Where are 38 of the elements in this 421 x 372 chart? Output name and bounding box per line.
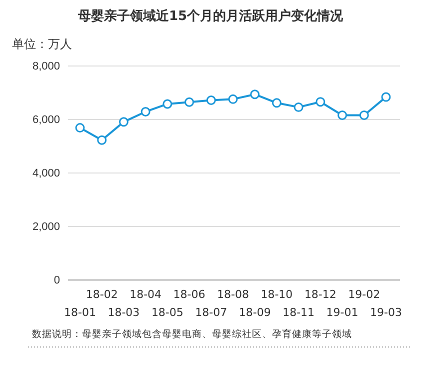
point xyxy=(359,110,369,120)
point xyxy=(75,123,85,133)
y-tick-label: 8,000 xyxy=(32,60,60,73)
y-tick-label: 6,000 xyxy=(32,114,60,126)
x-tick-label: 18-10 xyxy=(260,288,293,301)
point xyxy=(184,97,194,107)
point xyxy=(140,107,150,116)
point xyxy=(316,97,326,107)
point xyxy=(97,135,107,145)
x-tick-label: 18-05 xyxy=(151,306,184,319)
x-tick-label: 19-02 xyxy=(348,288,380,301)
y-axis-title: 单位：万人 xyxy=(12,37,72,51)
x-tick-label: 18-11 xyxy=(282,306,315,319)
point xyxy=(118,117,128,127)
point xyxy=(338,110,348,120)
x-tick-label: 18-02 xyxy=(86,288,118,301)
x-tick-label: 18-01 xyxy=(64,306,96,319)
x-tick-label: 19-03 xyxy=(370,306,402,319)
point xyxy=(294,102,304,112)
point xyxy=(272,98,282,108)
chart-title: 母婴亲子领域近15个月的月活跃用户变化情况 xyxy=(76,8,344,24)
x-tick-label: 18-04 xyxy=(130,288,162,301)
x-tick-label: 18-12 xyxy=(304,288,336,301)
y-tick-label: 0 xyxy=(54,274,60,287)
x-tick-label: 18-08 xyxy=(217,288,249,301)
point xyxy=(162,99,172,109)
y-tick-label: 2,000 xyxy=(32,221,60,234)
x-tick-label: 18-06 xyxy=(173,288,206,301)
x-tick-label: 18-03 xyxy=(108,306,140,319)
point xyxy=(250,90,260,100)
x-tick-label: 19-01 xyxy=(326,306,358,319)
x-tick-label: 18-07 xyxy=(195,306,228,319)
point xyxy=(228,94,238,104)
y-tick-label: 4,000 xyxy=(32,168,60,180)
point xyxy=(381,92,391,102)
point xyxy=(206,96,216,105)
text: 数据说明：母婴亲子领域包含母婴电商、母婴综社区、孕育健康等子领域 xyxy=(32,328,352,340)
x-tick-label: 18-09 xyxy=(238,306,271,319)
